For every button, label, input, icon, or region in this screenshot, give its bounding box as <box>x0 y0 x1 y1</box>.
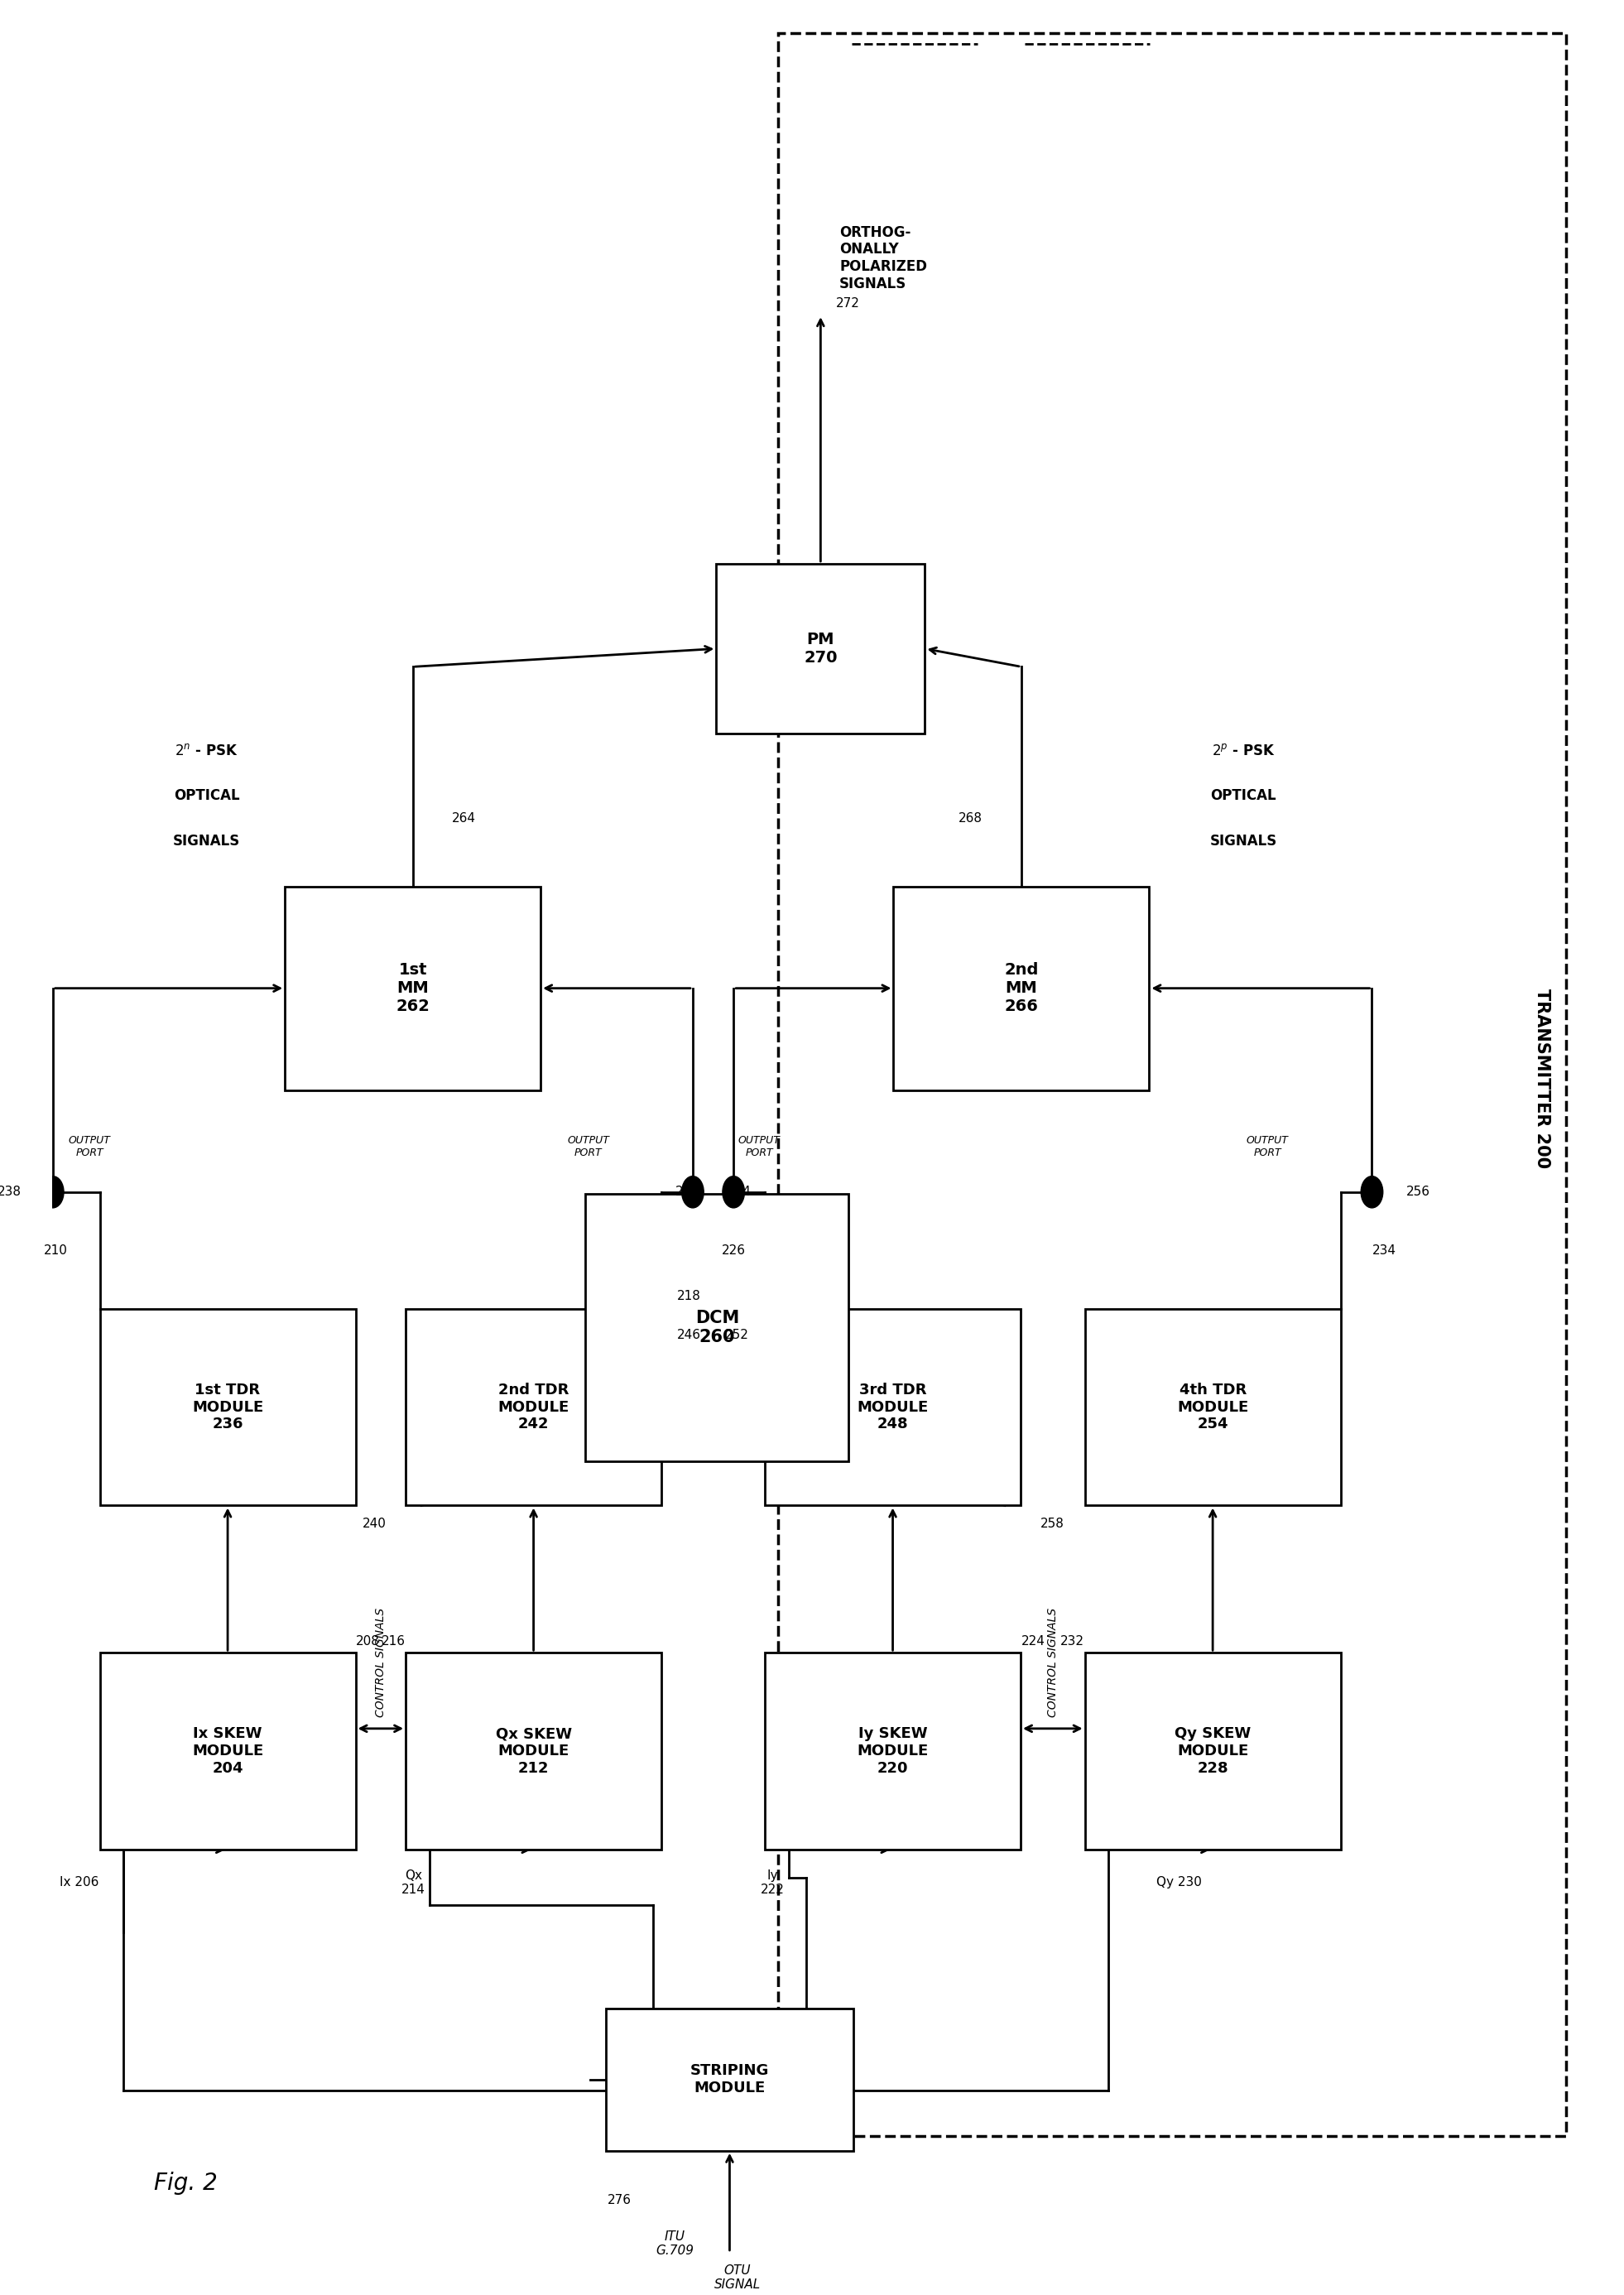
Bar <box>585 1193 849 1462</box>
Text: OUTPUT
PORT: OUTPUT PORT <box>1247 1134 1288 1159</box>
Text: Qx SKEW
MODULE
212: Qx SKEW MODULE 212 <box>495 1726 572 1776</box>
Bar <box>1085 1652 1340 1850</box>
Text: 276: 276 <box>607 2194 632 2208</box>
Text: 2nd TDR
MODULE
242: 2nd TDR MODULE 242 <box>499 1382 570 1432</box>
Text: 264: 264 <box>451 812 476 824</box>
Text: 208: 208 <box>356 1636 380 1648</box>
Text: 250: 250 <box>676 1187 698 1198</box>
Text: TRANSMITTER 200: TRANSMITTER 200 <box>1533 989 1549 1168</box>
Text: OUTPUT
PORT: OUTPUT PORT <box>567 1134 609 1159</box>
Text: STRIPING
MODULE: STRIPING MODULE <box>690 2063 770 2095</box>
Text: Qy SKEW
MODULE
228: Qy SKEW MODULE 228 <box>1174 1726 1250 1776</box>
Bar <box>606 2008 854 2150</box>
Circle shape <box>682 1175 703 1207</box>
Text: OPTICAL: OPTICAL <box>174 789 239 803</box>
Text: $2^n$ - PSK: $2^n$ - PSK <box>175 744 239 757</box>
Bar <box>99 1652 356 1850</box>
Text: 232: 232 <box>1060 1636 1085 1648</box>
Text: CONTROL SIGNALS: CONTROL SIGNALS <box>1047 1609 1059 1717</box>
Text: OUTPUT
PORT: OUTPUT PORT <box>739 1134 781 1159</box>
Bar <box>99 1308 356 1506</box>
Bar <box>284 886 541 1090</box>
Text: SIGNALS: SIGNALS <box>1210 833 1276 849</box>
Text: 234: 234 <box>1372 1244 1397 1258</box>
Circle shape <box>42 1175 63 1207</box>
Text: OTU
SIGNAL: OTU SIGNAL <box>715 2263 760 2290</box>
Text: 258: 258 <box>1039 1517 1064 1531</box>
Circle shape <box>1361 1175 1384 1207</box>
Text: Qx
214: Qx 214 <box>401 1868 425 1896</box>
Bar <box>893 886 1150 1090</box>
Text: 240: 240 <box>362 1517 387 1531</box>
Text: 246: 246 <box>677 1329 702 1340</box>
Bar <box>406 1652 661 1850</box>
Text: Qy 230: Qy 230 <box>1156 1877 1202 1889</box>
Text: DCM
260: DCM 260 <box>695 1310 739 1345</box>
Text: 238: 238 <box>0 1187 21 1198</box>
Bar <box>765 1652 1020 1850</box>
Bar <box>1085 1308 1340 1506</box>
Text: 268: 268 <box>958 812 983 824</box>
Bar <box>406 1308 661 1506</box>
Text: Ix SKEW
MODULE
204: Ix SKEW MODULE 204 <box>192 1726 263 1776</box>
Text: 226: 226 <box>721 1244 745 1258</box>
Text: 244: 244 <box>728 1187 752 1198</box>
Text: 1st
MM
262: 1st MM 262 <box>396 962 430 1014</box>
Bar <box>765 1308 1020 1506</box>
Text: 272: 272 <box>836 298 861 310</box>
Text: $2^p$ - PSK: $2^p$ - PSK <box>1212 744 1275 757</box>
Text: 210: 210 <box>44 1244 68 1258</box>
Text: 252: 252 <box>726 1329 749 1340</box>
Bar <box>716 565 926 734</box>
Text: 4th TDR
MODULE
254: 4th TDR MODULE 254 <box>1177 1382 1249 1432</box>
Text: CONTROL SIGNALS: CONTROL SIGNALS <box>375 1609 387 1717</box>
Text: PM
270: PM 270 <box>804 631 838 666</box>
Text: 1st TDR
MODULE
236: 1st TDR MODULE 236 <box>192 1382 263 1432</box>
Text: Fig. 2: Fig. 2 <box>154 2171 218 2196</box>
Text: Iy SKEW
MODULE
220: Iy SKEW MODULE 220 <box>857 1726 929 1776</box>
Circle shape <box>723 1175 744 1207</box>
Bar <box>778 32 1566 2137</box>
Text: 2nd
MM
266: 2nd MM 266 <box>1004 962 1038 1014</box>
Text: Iy
222: Iy 222 <box>760 1868 784 1896</box>
Text: 3rd TDR
MODULE
248: 3rd TDR MODULE 248 <box>857 1382 929 1432</box>
Text: 216: 216 <box>382 1636 404 1648</box>
Text: Ix 206: Ix 206 <box>60 1877 99 1889</box>
Text: 256: 256 <box>1406 1187 1431 1198</box>
Text: OPTICAL: OPTICAL <box>1210 789 1276 803</box>
Text: SIGNALS: SIGNALS <box>172 833 240 849</box>
Text: 224: 224 <box>1021 1636 1046 1648</box>
Text: ORTHOG-
ONALLY
POLARIZED
SIGNALS: ORTHOG- ONALLY POLARIZED SIGNALS <box>840 225 927 291</box>
Text: 218: 218 <box>677 1290 702 1301</box>
Text: OUTPUT
PORT: OUTPUT PORT <box>68 1134 110 1159</box>
Text: ITU
G.709: ITU G.709 <box>656 2231 693 2272</box>
